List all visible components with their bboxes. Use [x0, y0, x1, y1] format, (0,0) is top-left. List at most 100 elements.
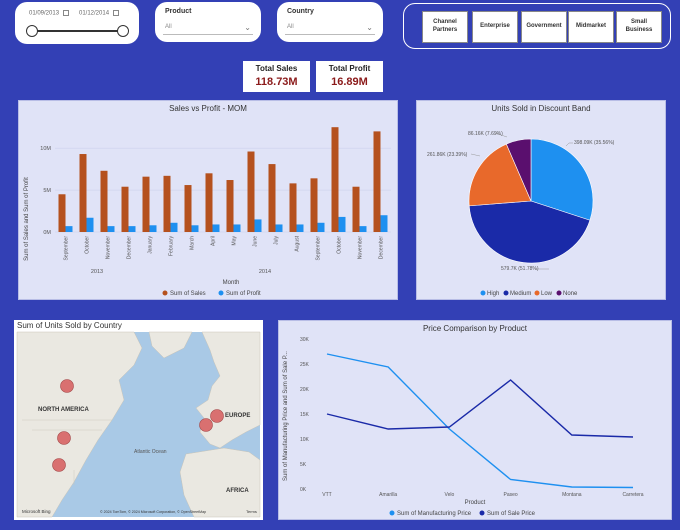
- profit-bar[interactable]: [191, 225, 199, 232]
- legend-profit-label[interactable]: Sum of Profit: [226, 291, 261, 297]
- price-x-tick-label: Amarilla: [379, 492, 397, 498]
- profit-bar[interactable]: [65, 226, 73, 232]
- calendar-icon[interactable]: [113, 10, 120, 16]
- sales-bar[interactable]: [58, 194, 66, 232]
- legend-sale-price-marker: [479, 510, 485, 516]
- price-x-tick-label: VTT: [322, 492, 331, 498]
- sales-vs-profit-chart: Sales vs Profit - MOM 0M 5M 10M September Oc…: [18, 100, 398, 300]
- profit-bar[interactable]: [233, 224, 241, 232]
- calendar-icon[interactable]: [63, 10, 70, 16]
- discount-band-chart: Units Sold in Discount Band 398.09K (35.…: [416, 100, 666, 300]
- profit-bar[interactable]: [86, 217, 94, 232]
- legend-sales-label[interactable]: Sum of Sales: [170, 291, 206, 297]
- segment-government-button[interactable]: Government: [521, 11, 567, 43]
- sales-x-tick-label: October: [85, 236, 91, 254]
- map-bubble-germany[interactable]: [210, 409, 224, 423]
- map-bubble-canada[interactable]: [60, 379, 74, 393]
- profit-bar[interactable]: [107, 226, 115, 232]
- map-bubble-france[interactable]: [199, 418, 213, 432]
- units-by-country-map: Sum of Units Sold by Country NORTH AMERI…: [14, 320, 263, 520]
- sales-bar[interactable]: [163, 175, 171, 232]
- sale-price-line[interactable]: [326, 379, 634, 438]
- segment-midmarket-button[interactable]: Midmarket: [568, 11, 614, 43]
- legend-sale-price-label[interactable]: Sum of Sale Price: [487, 511, 536, 517]
- sales-bar[interactable]: [247, 151, 255, 232]
- sales-bar[interactable]: [373, 131, 381, 232]
- sales-bar[interactable]: [268, 164, 276, 232]
- map-label-ocean: Atlantic Ocean: [134, 449, 167, 455]
- map-terms-link[interactable]: Terms: [246, 509, 257, 514]
- profit-bar[interactable]: [359, 226, 367, 232]
- profit-bar[interactable]: [275, 224, 283, 232]
- sales-vs-profit-title: Sales vs Profit - MOM: [169, 104, 247, 113]
- sales-bar[interactable]: [100, 170, 108, 232]
- discount-band-legend: High Medium Low None: [480, 290, 578, 297]
- date-range-slicer: 01/09/2013 01/12/2014: [15, 2, 139, 44]
- profit-bar[interactable]: [380, 215, 388, 232]
- pie-slice-high[interactable]: [530, 138, 594, 221]
- sales-x-tick-label: June: [253, 236, 259, 247]
- sales-bar[interactable]: [79, 154, 87, 232]
- none-leader-line: [494, 132, 508, 138]
- map-label-north-america: NORTH AMERICA: [38, 407, 89, 413]
- date-end-field[interactable]: 01/12/2014: [79, 10, 120, 17]
- sales-x-tick-label: March: [190, 236, 196, 250]
- sales-bar[interactable]: [121, 186, 129, 232]
- manufacturing-price-line[interactable]: [326, 353, 634, 489]
- legend-none-marker: [556, 290, 562, 296]
- profit-bar[interactable]: [338, 216, 346, 232]
- profit-bar[interactable]: [128, 226, 136, 232]
- sales-bar[interactable]: [352, 186, 360, 232]
- date-slider-end-handle[interactable]: [117, 25, 129, 37]
- product-dropdown[interactable]: All ⌄: [163, 21, 253, 35]
- pie-slice-medium[interactable]: [468, 200, 591, 264]
- profit-bar[interactable]: [296, 224, 304, 232]
- sales-x-tick-label: April: [211, 236, 217, 246]
- map-svg[interactable]: NORTH AMERICA EUROPE AFRICA Atlantic Oce…: [14, 320, 263, 520]
- low-slice-label: 261.86K (23.39%): [427, 152, 468, 158]
- sales-bar[interactable]: [310, 178, 318, 232]
- profit-bar[interactable]: [317, 222, 325, 232]
- price-y-axis-title: Sum of Manufacturing Price and Sum of Sa…: [283, 351, 289, 481]
- segment-small-business-button[interactable]: Small Business: [616, 11, 662, 43]
- total-profit-value: 16.89M: [331, 76, 368, 88]
- sales-bar[interactable]: [331, 127, 339, 232]
- segment-enterprise-button[interactable]: Enterprise: [472, 11, 518, 43]
- profit-bar[interactable]: [254, 219, 262, 232]
- legend-high-label[interactable]: High: [487, 291, 499, 297]
- product-slicer-title: Product: [165, 8, 192, 15]
- sales-bar[interactable]: [289, 183, 297, 232]
- legend-none-label[interactable]: None: [563, 291, 578, 297]
- profit-bar[interactable]: [170, 222, 178, 232]
- sales-legend: Sum of Sales Sum of Profit: [162, 290, 261, 297]
- legend-medium-label[interactable]: Medium: [510, 291, 531, 297]
- price-y-tick-label: 0K: [300, 487, 307, 493]
- sales-bar[interactable]: [142, 176, 150, 232]
- date-slider-track[interactable]: [32, 30, 124, 32]
- profit-bar[interactable]: [149, 225, 157, 232]
- sales-x-tick-label: October: [337, 236, 343, 254]
- date-slider-start-handle[interactable]: [26, 25, 38, 37]
- map-brand: Microsoft Bing: [22, 509, 51, 514]
- legend-medium-marker: [503, 290, 509, 296]
- sales-x-tick-label: December: [127, 236, 133, 259]
- profit-bar[interactable]: [212, 224, 220, 232]
- high-leader-line: [565, 142, 573, 147]
- price-y-tick-label: 30K: [300, 337, 310, 343]
- segment-slicer: Channel Partners Enterprise Government M…: [403, 3, 671, 49]
- legend-low-label[interactable]: Low: [541, 291, 553, 297]
- map-bubble-united-states[interactable]: [57, 431, 71, 445]
- country-dropdown[interactable]: All ⌄: [285, 21, 375, 35]
- segment-channel-partners-button[interactable]: Channel Partners: [422, 11, 468, 43]
- price-comparison-title: Price Comparison by Product: [422, 324, 528, 333]
- total-sales-label: Total Sales: [255, 64, 298, 73]
- map-bubble-mexico[interactable]: [52, 458, 66, 472]
- legend-manufacturing-label[interactable]: Sum of Manufacturing Price: [397, 511, 472, 517]
- pie-slice-none[interactable]: [505, 138, 532, 202]
- sales-bar[interactable]: [205, 173, 213, 232]
- sales-bar[interactable]: [226, 180, 234, 232]
- pie-slice-low[interactable]: [468, 143, 532, 207]
- sales-x-tick-label: December: [379, 236, 385, 259]
- sales-bar[interactable]: [184, 185, 192, 232]
- date-start-field[interactable]: 01/09/2013: [29, 10, 70, 17]
